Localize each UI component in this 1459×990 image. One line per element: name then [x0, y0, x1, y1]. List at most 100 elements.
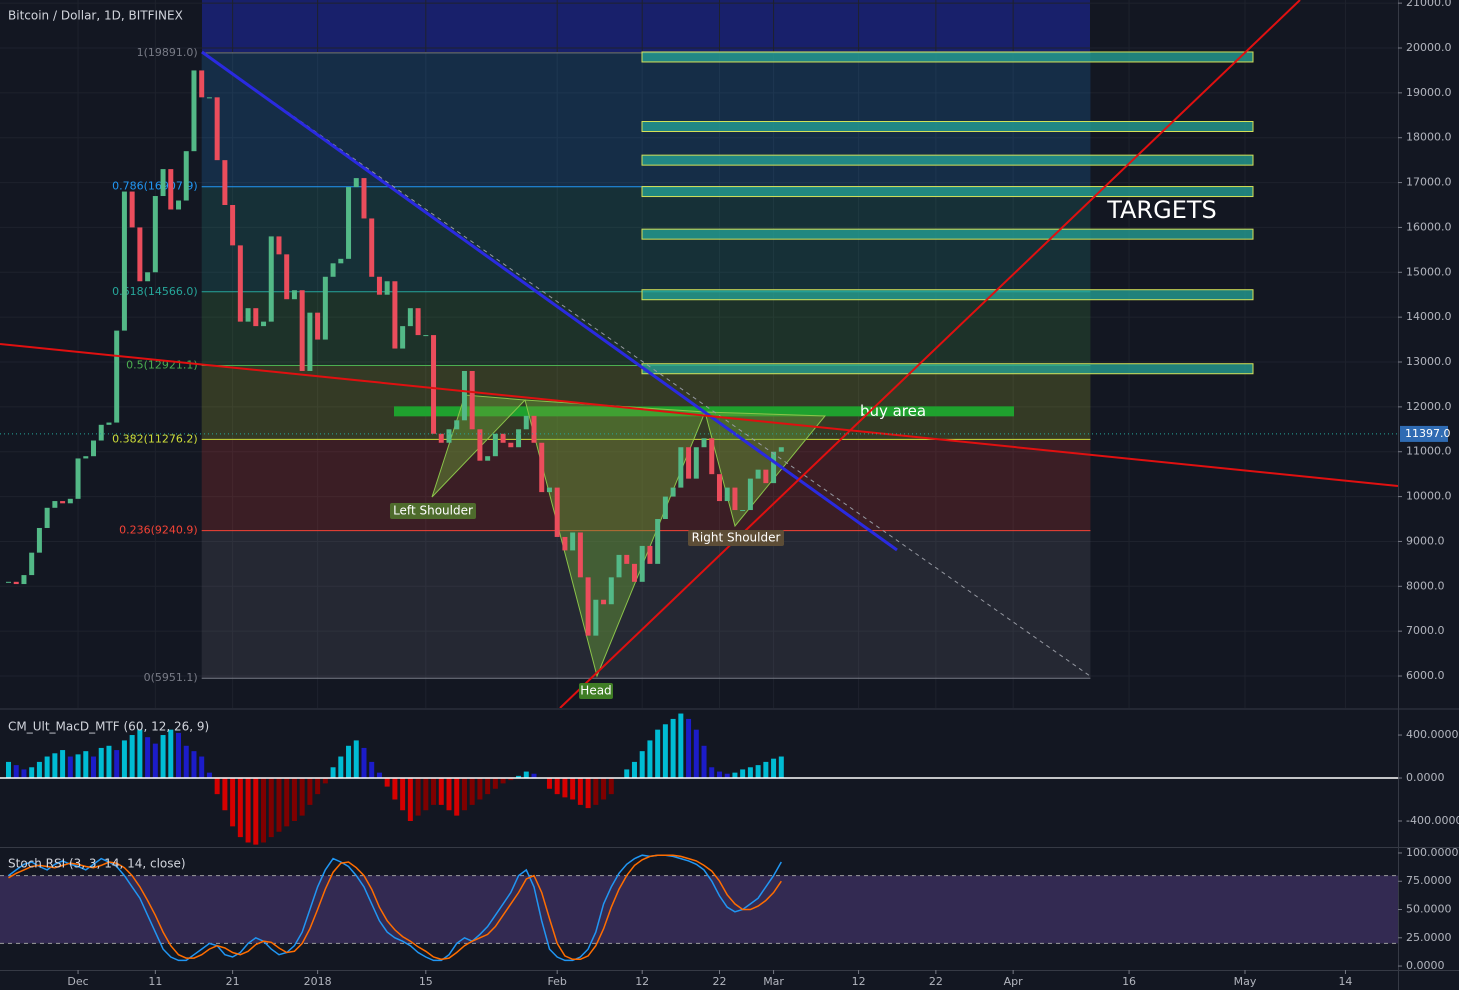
candle — [516, 429, 522, 448]
y-tick-label: 400.0000 — [1406, 728, 1459, 741]
fib-label: 0.236(9240.9) — [119, 524, 198, 537]
histogram-bar — [508, 778, 514, 781]
annotation-box — [579, 683, 613, 699]
x-tick-label: 16 — [1122, 975, 1136, 988]
candle — [121, 191, 127, 331]
histogram-bar — [98, 747, 104, 779]
candle — [361, 178, 367, 219]
histogram-bar — [701, 745, 707, 779]
fib-zone — [201, 291, 1091, 366]
candle — [415, 308, 421, 336]
targets-label: TARGETS — [1106, 196, 1217, 224]
histogram-bar — [353, 740, 359, 779]
histogram-bar — [346, 745, 352, 779]
histogram-bar — [670, 718, 676, 779]
histogram-bar — [740, 769, 746, 779]
candle — [423, 335, 429, 337]
histogram-bar — [176, 732, 182, 779]
histogram-bar — [276, 778, 282, 832]
candle — [214, 97, 220, 161]
fib-zone — [201, 365, 1091, 440]
candle — [608, 577, 614, 605]
candle — [392, 281, 398, 349]
histogram-bar — [655, 729, 661, 779]
fib-label: 0(5951.1) — [144, 671, 198, 684]
y-tick-label: 13000.0 — [1406, 355, 1452, 368]
y-tick-label: 15000.0 — [1406, 265, 1452, 278]
histogram-bar — [376, 772, 382, 779]
y-tick-label: 14000.0 — [1406, 310, 1452, 323]
candle — [477, 429, 483, 461]
histogram-bar — [724, 773, 730, 779]
x-tick-label: 11 — [148, 975, 162, 988]
candle — [678, 447, 684, 488]
candle — [44, 507, 50, 528]
y-tick-label: 19000.0 — [1406, 86, 1452, 99]
y-tick-label: 6000.0 — [1406, 669, 1445, 682]
y-tick-label: 17000.0 — [1406, 176, 1452, 189]
histogram-bar — [245, 778, 251, 843]
candle — [114, 330, 120, 423]
candle — [492, 433, 498, 457]
candle — [716, 474, 722, 502]
histogram-bar — [516, 775, 522, 779]
candle — [346, 187, 352, 259]
histogram-bar — [601, 778, 607, 800]
chart-title: Bitcoin / Dollar, 1D, BITFINEX — [8, 9, 183, 23]
histogram-bar — [554, 778, 560, 795]
histogram-bar — [106, 745, 112, 779]
candle — [67, 498, 73, 504]
candle — [662, 496, 668, 520]
y-tick-label: 0.0000 — [1406, 959, 1445, 972]
candle — [29, 552, 35, 576]
histogram-bar — [284, 778, 290, 827]
histogram-bar — [469, 778, 475, 805]
y-tick-label: 18000.0 — [1406, 131, 1452, 144]
candle — [261, 321, 267, 327]
indicator-title: CM_Ult_MacD_MTF (60, 12, 26, 9) — [8, 720, 209, 734]
y-tick-label: 21000.0 — [1406, 0, 1452, 9]
fib-label: 1(19891.0) — [137, 46, 198, 59]
candle — [330, 263, 336, 277]
candle — [539, 442, 545, 493]
histogram-bar — [415, 778, 421, 816]
last-price-box — [1400, 425, 1448, 442]
histogram-bar — [716, 771, 722, 779]
candle — [13, 581, 19, 585]
candle — [732, 487, 738, 511]
candle — [284, 254, 290, 300]
candle — [670, 487, 676, 497]
histogram-bar — [83, 751, 89, 779]
histogram-bar — [261, 778, 267, 843]
candle — [276, 236, 282, 255]
histogram-bar — [121, 740, 127, 779]
candle — [245, 308, 251, 322]
candle — [771, 451, 777, 484]
candle — [763, 469, 769, 484]
histogram-bar — [129, 735, 135, 779]
histogram-bar — [291, 778, 297, 821]
candle — [500, 433, 506, 443]
candle — [601, 599, 607, 605]
candle — [747, 478, 753, 511]
y-tick-label: 11000.0 — [1406, 445, 1452, 458]
annotation: Head — [580, 684, 611, 698]
histogram-bar — [647, 740, 653, 779]
histogram-bar — [461, 778, 467, 811]
candle — [160, 169, 166, 197]
x-tick-label: 12 — [635, 975, 649, 988]
fib-zone — [201, 439, 1091, 531]
histogram-bar — [492, 778, 498, 789]
candle — [268, 236, 274, 322]
candle — [152, 196, 158, 273]
candle — [461, 370, 467, 421]
candle — [137, 227, 143, 282]
candle — [593, 599, 599, 636]
histogram-bar — [570, 778, 576, 800]
candle — [384, 281, 390, 295]
candle — [52, 501, 58, 508]
candle — [454, 420, 460, 430]
histogram-bar — [531, 773, 537, 779]
candle — [237, 245, 243, 322]
histogram-bar — [91, 756, 97, 779]
